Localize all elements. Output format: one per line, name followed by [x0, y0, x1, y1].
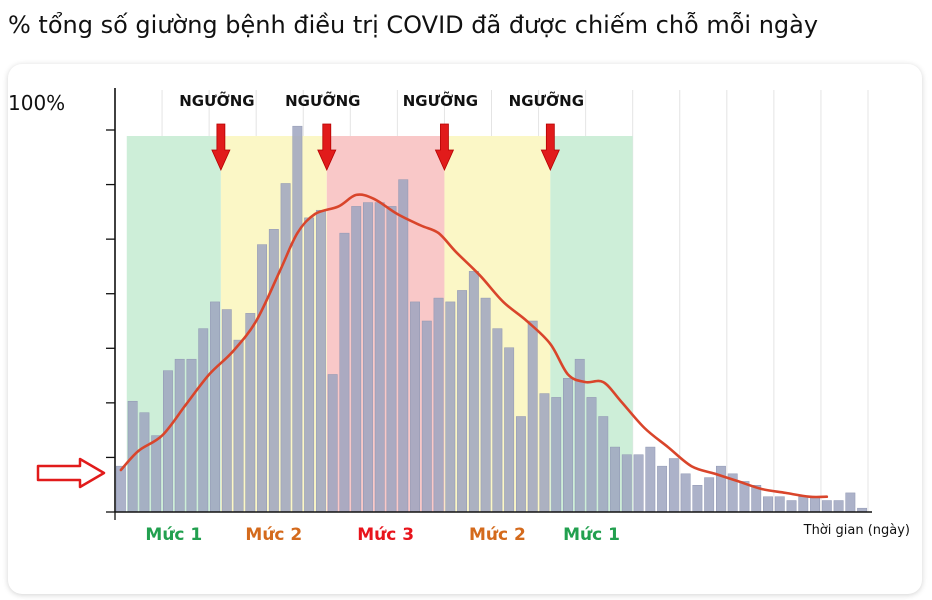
axes	[106, 88, 872, 520]
trend-line-path	[119, 193, 829, 499]
bar	[774, 496, 785, 513]
bar	[445, 301, 456, 513]
level-labels: Mức 1 Mức 2 Mức 3 Mức 2 Mức 1	[145, 525, 620, 545]
bar	[457, 290, 468, 513]
down-arrow-icon	[540, 123, 560, 171]
bar	[363, 202, 373, 513]
level-label: Mức 3	[357, 525, 414, 545]
bar	[257, 244, 268, 513]
bar	[621, 454, 632, 513]
bar	[163, 370, 173, 513]
bar	[468, 271, 479, 513]
bar	[198, 328, 209, 513]
thresholds: NGƯỠNG NGƯỠNG NGƯỠNG NGƯỠNG	[179, 91, 584, 171]
bar	[151, 435, 162, 513]
level-label: Mức 1	[563, 525, 620, 545]
bar	[633, 454, 644, 513]
page-title: % tổng số giường bệnh điều trị COVID đã …	[8, 11, 819, 39]
threshold-label: NGƯỠNG	[179, 91, 254, 110]
threshold-marker: NGƯỠNG	[403, 91, 478, 171]
level-label: Mức 2	[469, 525, 526, 545]
bar	[668, 458, 679, 513]
bar	[833, 500, 844, 513]
bar	[539, 393, 550, 513]
level-label: Mức 2	[245, 525, 302, 545]
down-arrow-icon	[317, 123, 337, 171]
bar	[645, 446, 656, 513]
bar	[268, 229, 279, 513]
bar	[845, 492, 856, 513]
bar	[610, 446, 620, 513]
bar	[515, 416, 526, 513]
bar	[304, 217, 315, 513]
bar	[492, 328, 503, 513]
bar	[504, 347, 515, 513]
bar	[221, 309, 232, 513]
bar	[433, 297, 444, 513]
bar	[186, 358, 197, 513]
x-axis-label: Thời gian (ngày)	[803, 523, 910, 538]
bar	[480, 297, 491, 513]
bar	[657, 465, 668, 513]
bar	[821, 500, 832, 513]
bar	[374, 202, 385, 513]
bar	[704, 477, 715, 513]
bar	[280, 183, 291, 513]
bar	[798, 496, 809, 513]
pointer-arrow-icon	[36, 457, 106, 489]
bar	[421, 320, 432, 513]
trend-line	[119, 193, 829, 499]
bar	[139, 412, 150, 513]
bar	[115, 465, 126, 513]
bar	[586, 397, 597, 513]
bar	[327, 374, 338, 513]
level-label: Mức 1	[145, 525, 202, 545]
bar	[810, 496, 820, 513]
bar	[739, 481, 750, 513]
bar	[292, 125, 303, 513]
bar	[351, 206, 362, 513]
bar	[551, 397, 562, 513]
bar	[174, 358, 185, 513]
bar	[763, 496, 773, 513]
bar	[410, 301, 420, 513]
bar	[315, 209, 326, 513]
down-arrow-icon	[434, 123, 455, 171]
bar	[680, 473, 691, 513]
down-arrow-icon	[211, 123, 231, 171]
threshold-marker: NGƯỠNG	[509, 91, 584, 171]
threshold-marker: NGƯỠNG	[179, 91, 255, 171]
bar	[692, 485, 703, 513]
bar	[210, 301, 220, 513]
threshold-label: NGƯỠNG	[285, 91, 360, 110]
bar	[563, 378, 573, 513]
bar	[386, 206, 397, 513]
pointer-arrow-shape	[36, 457, 106, 489]
bar	[398, 179, 409, 513]
bar	[527, 320, 538, 513]
bar	[339, 232, 350, 513]
y-axis-max-label: 100%	[8, 88, 78, 118]
threshold-marker: NGƯỠNG	[285, 91, 360, 171]
threshold-label: NGƯỠNG	[403, 91, 478, 110]
threshold-label: NGƯỠNG	[509, 91, 584, 110]
bar	[598, 416, 609, 513]
bar	[245, 313, 256, 513]
bar	[233, 339, 244, 513]
bar	[715, 465, 726, 513]
bar	[786, 500, 797, 513]
